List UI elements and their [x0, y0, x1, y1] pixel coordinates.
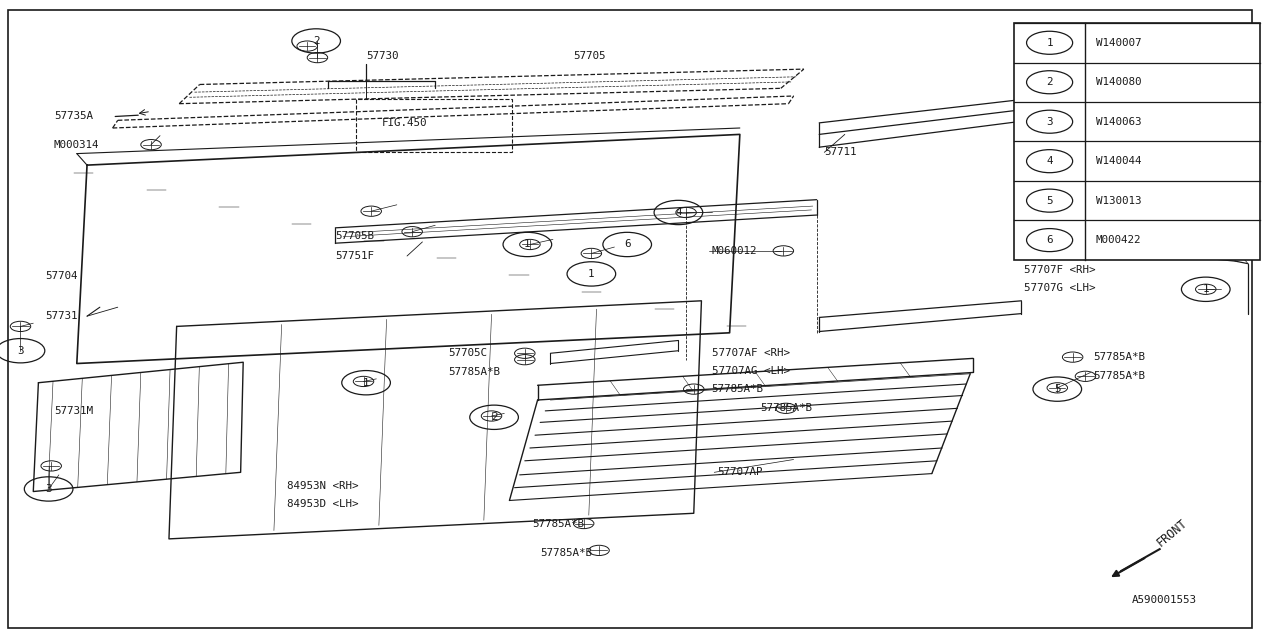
- Text: 2: 2: [490, 412, 498, 422]
- Text: 57707G <LH>: 57707G <LH>: [1024, 283, 1096, 293]
- Text: 84953D <LH>: 84953D <LH>: [287, 499, 358, 509]
- Text: 57707AG <LH>: 57707AG <LH>: [712, 366, 790, 376]
- Text: 3: 3: [17, 346, 24, 356]
- Text: 57711: 57711: [824, 147, 856, 157]
- Text: 3: 3: [1046, 116, 1053, 127]
- Bar: [356, 99, 512, 152]
- Bar: [1014, 23, 1260, 260]
- Text: 4: 4: [1046, 156, 1053, 166]
- Text: 57707AF <RH>: 57707AF <RH>: [712, 348, 790, 358]
- Text: 1: 1: [362, 378, 370, 388]
- Text: 57785A*B: 57785A*B: [532, 518, 585, 529]
- Text: 57735A: 57735A: [54, 111, 92, 122]
- Text: 57705: 57705: [573, 51, 605, 61]
- Text: W140080: W140080: [1096, 77, 1142, 87]
- Text: 4: 4: [675, 207, 682, 218]
- Text: 57731: 57731: [45, 311, 77, 321]
- Text: 1: 1: [1202, 284, 1210, 294]
- Text: 3: 3: [45, 484, 52, 494]
- Text: 5: 5: [1053, 384, 1061, 394]
- Text: 57705C: 57705C: [448, 348, 486, 358]
- Text: 57785A*B: 57785A*B: [448, 367, 500, 378]
- Text: 2: 2: [312, 36, 320, 46]
- Text: 6: 6: [623, 239, 631, 250]
- Text: 57705B: 57705B: [335, 230, 374, 241]
- Text: 1: 1: [1046, 38, 1053, 48]
- Text: FIG.450: FIG.450: [381, 118, 428, 128]
- Text: 57785A*B: 57785A*B: [1093, 352, 1146, 362]
- Text: 2: 2: [1046, 77, 1053, 87]
- Text: 57785A*B: 57785A*B: [760, 403, 813, 413]
- Text: 57731M: 57731M: [54, 406, 92, 416]
- Text: 6: 6: [1046, 235, 1053, 245]
- Text: 57704: 57704: [45, 271, 77, 282]
- Text: M000314: M000314: [54, 140, 100, 150]
- Text: 57785A*B: 57785A*B: [712, 384, 764, 394]
- Text: 57707AP: 57707AP: [717, 467, 763, 477]
- Text: W140007: W140007: [1096, 38, 1142, 48]
- Text: 57751F: 57751F: [335, 251, 374, 261]
- Text: 84953N <RH>: 84953N <RH>: [287, 481, 358, 492]
- Text: M060012: M060012: [712, 246, 758, 256]
- Text: W140063: W140063: [1096, 116, 1142, 127]
- Text: W130013: W130013: [1096, 196, 1142, 205]
- Text: 57707F <RH>: 57707F <RH>: [1024, 265, 1096, 275]
- Text: A590001553: A590001553: [1132, 595, 1197, 605]
- Text: FRONT: FRONT: [1153, 516, 1189, 549]
- Text: W140044: W140044: [1096, 156, 1142, 166]
- Text: 57730: 57730: [366, 51, 398, 61]
- Text: 1: 1: [588, 269, 595, 279]
- Text: 57785A*B: 57785A*B: [1093, 371, 1146, 381]
- Text: 1: 1: [524, 239, 531, 250]
- Text: 57785A*B: 57785A*B: [540, 548, 593, 558]
- Text: M000422: M000422: [1096, 235, 1142, 245]
- Text: 5: 5: [1046, 196, 1053, 205]
